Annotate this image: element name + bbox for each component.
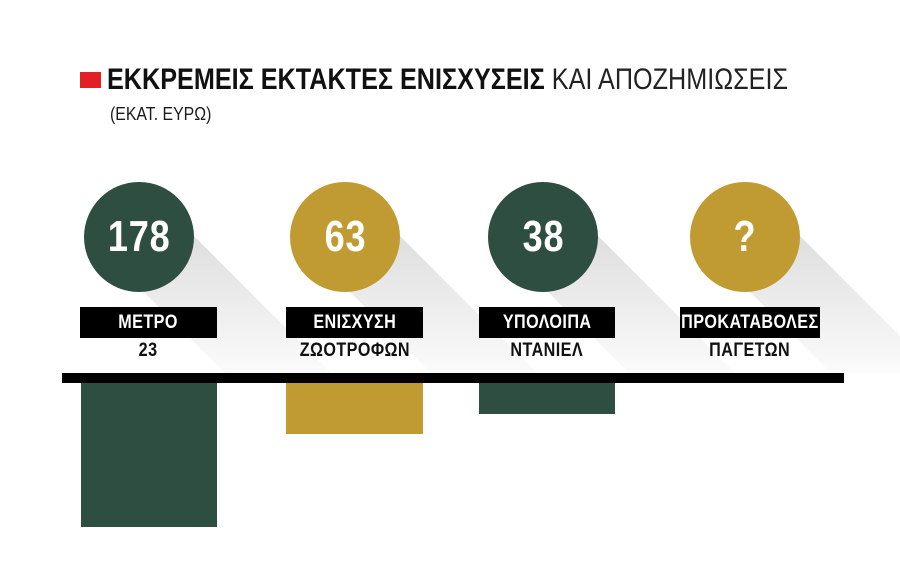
bar-enischysi-zootrofon <box>286 383 423 434</box>
category-label: ΠΡΟΚΑΤΑΒΟΛΕΣ <box>681 311 819 333</box>
category-sublabel: 23 <box>139 340 158 361</box>
legend-red-square-icon <box>80 72 101 88</box>
category-label-box: ΕΝΙΣΧΥΣΗ <box>286 307 423 338</box>
category-label-box: ΠΡΟΚΑΤΑΒΟΛΕΣ <box>680 307 820 338</box>
title-light: ΚΑΙ ΑΠΟΖΗΜΙΩΣΕΙΣ <box>544 63 789 96</box>
title-strong: ΕΚΚΡΕΜΕΙΣ ΕΚΤΑΚΤΕΣ ΕΝΙΣΧΥΣΕΙΣ <box>107 63 545 96</box>
bar-ypoloipa-daniel <box>479 383 615 414</box>
category-label: ΥΠΟΛΟΙΠΑ <box>502 311 592 333</box>
value-label: 63 <box>324 212 366 261</box>
value-circle: 38 <box>488 182 598 292</box>
category-label-box: ΥΠΟΛΟΙΠΑ <box>479 307 615 338</box>
value-circle: ? <box>690 182 800 292</box>
category-sublabel: ΝΤΑΝΙΕΛ <box>510 340 584 361</box>
page-title: ΕΚΚΡΕΜΕΙΣ ΕΚΤΑΚΤΕΣ ΕΝΙΣΧΥΣΕΙΣ ΚΑΙ ΑΠΟΖΗΜ… <box>107 63 788 96</box>
category-label-box: ΜΕΤΡΟ <box>80 307 217 338</box>
value-circle: 178 <box>84 182 194 292</box>
bar-metro-23 <box>81 383 217 527</box>
value-label: 178 <box>107 212 171 261</box>
value-label: ? <box>733 212 757 261</box>
category-label: ΜΕΤΡΟ <box>118 311 179 333</box>
category-label: ΕΝΙΣΧΥΣΗ <box>313 311 396 333</box>
chart-unit-subtitle: (ΕΚΑΤ. ΕΥΡΩ) <box>110 104 212 124</box>
value-label: 38 <box>522 212 564 261</box>
baseline-axis <box>62 373 844 383</box>
category-sublabel: ΖΩΟΤΡΟΦΩΝ <box>299 340 410 361</box>
value-circle: 63 <box>290 182 400 292</box>
category-sublabel: ΠΑΓΕΤΩΝ <box>709 340 791 361</box>
